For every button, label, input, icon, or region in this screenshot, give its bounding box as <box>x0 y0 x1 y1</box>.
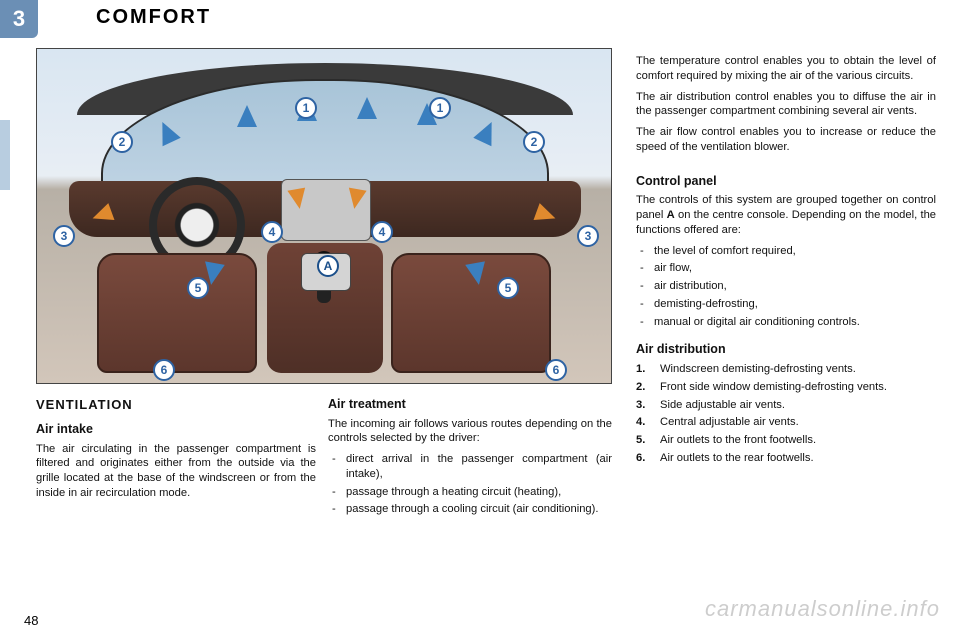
air-treatment-item: passage through a cooling circuit (air c… <box>328 502 612 517</box>
callout-2: 2 <box>523 131 545 153</box>
callout-4: 4 <box>371 221 393 243</box>
seat-left <box>97 253 257 373</box>
control-functions-list: the level of comfort required, air flow, a… <box>636 244 936 330</box>
air-treatment-list: direct arrival in the passenger compartm… <box>328 452 612 517</box>
ventilation-heading: VENTILATION <box>36 396 316 413</box>
air-flow-control-text: The air flow control enables you to incr… <box>636 125 936 155</box>
control-function-item: air flow, <box>636 261 936 276</box>
air-treatment-heading: Air treatment <box>328 396 612 413</box>
control-intro-b: on the centre console. Depending on the … <box>636 209 936 236</box>
column-left: VENTILATION Air intake The air circulati… <box>36 396 316 507</box>
list-text: Front side window demisting-defrosting v… <box>660 381 887 393</box>
callout-A: A <box>317 255 339 277</box>
air-arrow-icon <box>357 97 377 119</box>
callout-6: 6 <box>545 359 567 381</box>
callout-1: 1 <box>429 97 451 119</box>
callout-5: 5 <box>497 277 519 299</box>
callout-4: 4 <box>261 221 283 243</box>
control-function-item: the level of comfort required, <box>636 244 936 259</box>
side-tab <box>0 120 10 190</box>
air-distribution-item: 3. Side adjustable air vents. <box>636 398 936 413</box>
air-intake-text: The air circulating in the passenger com… <box>36 442 316 501</box>
list-text: Windscreen demisting-defrosting vents. <box>660 363 856 375</box>
list-text: Air outlets to the front footwells. <box>660 434 816 446</box>
air-arrow-icon <box>237 105 257 127</box>
callout-1: 1 <box>295 97 317 119</box>
watermark: carmanualsonline.info <box>705 596 940 622</box>
list-number: 5. <box>636 433 645 448</box>
list-text: Side adjustable air vents. <box>660 399 785 411</box>
callout-6: 6 <box>153 359 175 381</box>
air-arrow-orange-icon <box>287 188 308 211</box>
control-panel-intro: The controls of this system are grouped … <box>636 193 936 237</box>
list-text: Air outlets to the rear footwells. <box>660 452 814 464</box>
air-distribution-heading: Air distribution <box>636 341 936 358</box>
ventilation-diagram: 1 1 2 2 3 3 4 4 5 5 6 6 A <box>36 48 612 384</box>
callout-2: 2 <box>111 131 133 153</box>
control-panel-heading: Control panel <box>636 173 936 190</box>
list-number: 3. <box>636 398 645 413</box>
air-distribution-item: 4. Central adjustable air vents. <box>636 415 936 430</box>
air-treatment-item: passage through a heating circuit (heati… <box>328 485 612 500</box>
page-number: 48 <box>24 613 38 628</box>
temp-control-text: The temperature control enables you to o… <box>636 54 936 84</box>
control-function-item: manual or digital air conditioning contr… <box>636 315 936 330</box>
air-distribution-item: 6. Air outlets to the rear footwells. <box>636 451 936 466</box>
list-number: 6. <box>636 451 645 466</box>
air-dist-control-text: The air distribution control enables you… <box>636 90 936 120</box>
air-distribution-item: 1. Windscreen demisting-defrosting vents. <box>636 362 936 377</box>
air-distribution-list: 1. Windscreen demisting-defrosting vents.… <box>636 362 936 466</box>
list-number: 4. <box>636 415 645 430</box>
control-function-item: air distribution, <box>636 279 936 294</box>
air-distribution-item: 5. Air outlets to the front footwells. <box>636 433 936 448</box>
air-distribution-item: 2. Front side window demisting-defrosting… <box>636 380 936 395</box>
list-number: 1. <box>636 362 645 377</box>
chapter-badge: 3 <box>0 0 38 38</box>
air-intake-heading: Air intake <box>36 421 316 438</box>
control-function-item: demisting-defrosting, <box>636 297 936 312</box>
air-arrow-orange-icon <box>345 188 366 211</box>
list-text: Central adjustable air vents. <box>660 416 799 428</box>
column-right: The temperature control enables you to o… <box>636 54 936 469</box>
column-middle: Air treatment The incoming air follows v… <box>328 396 612 520</box>
callout-3: 3 <box>53 225 75 247</box>
air-treatment-intro: The incoming air follows various routes … <box>328 417 612 447</box>
air-arrow-icon <box>465 261 489 286</box>
air-treatment-item: direct arrival in the passenger compartm… <box>328 452 612 482</box>
callout-3: 3 <box>577 225 599 247</box>
control-panel-letter: A <box>667 209 675 221</box>
section-title: COMFORT <box>96 6 211 29</box>
list-number: 2. <box>636 380 645 395</box>
callout-5: 5 <box>187 277 209 299</box>
